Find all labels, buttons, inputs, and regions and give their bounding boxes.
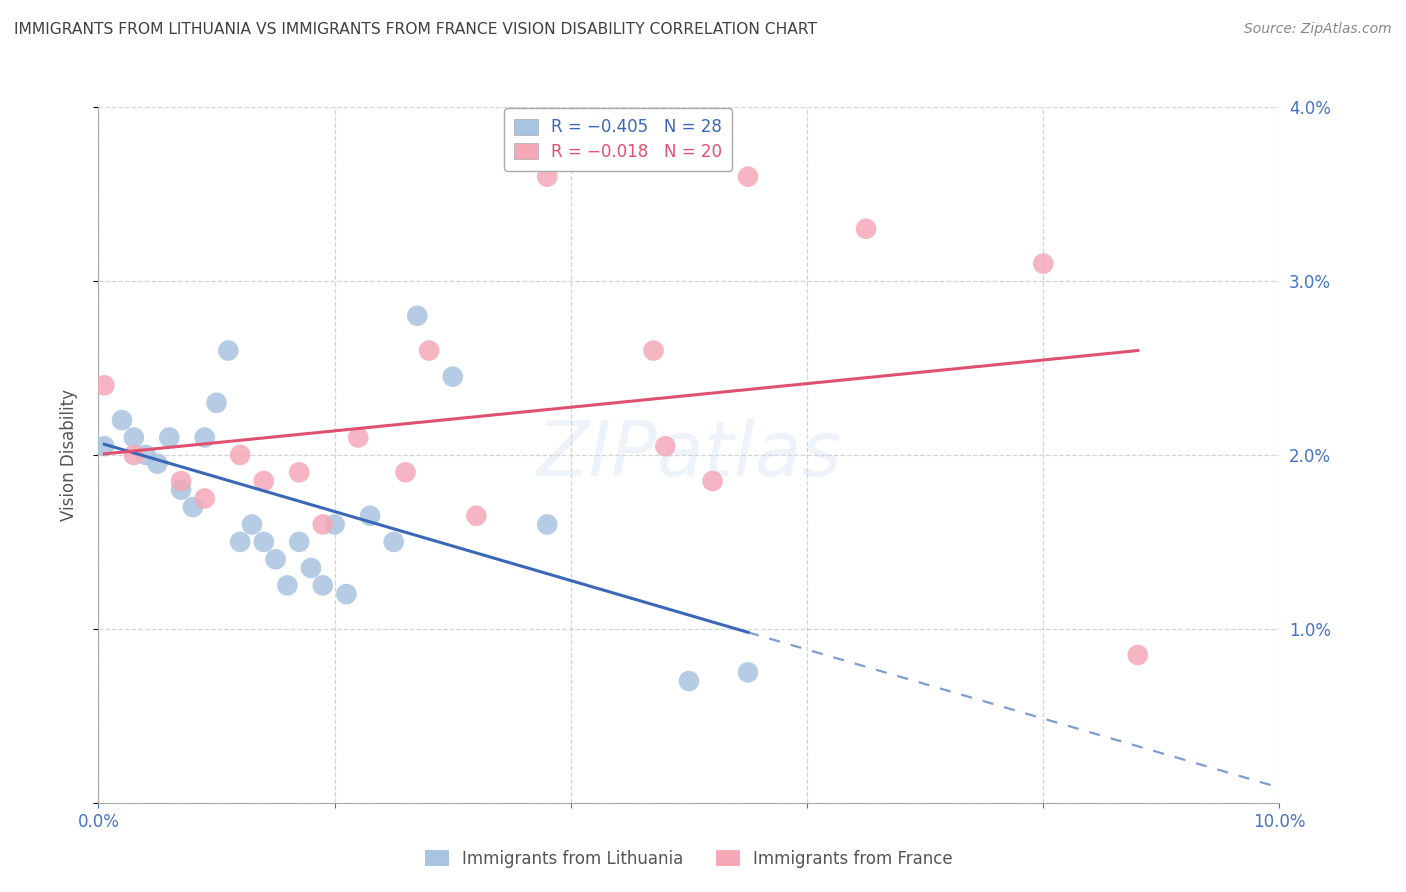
Point [536, 169, 558, 184]
Point [288, 535, 311, 549]
Point [1126, 648, 1149, 662]
Text: Source: ZipAtlas.com: Source: ZipAtlas.com [1244, 22, 1392, 37]
Point [170, 474, 193, 488]
Point [194, 431, 217, 445]
Point [678, 674, 700, 689]
Text: IMMIGRANTS FROM LITHUANIA VS IMMIGRANTS FROM FRANCE VISION DISABILITY CORRELATIO: IMMIGRANTS FROM LITHUANIA VS IMMIGRANTS … [14, 22, 817, 37]
Point [465, 508, 488, 523]
Point [654, 439, 676, 453]
Legend: Immigrants from Lithuania, Immigrants from France: Immigrants from Lithuania, Immigrants fr… [419, 843, 959, 874]
Point [229, 448, 252, 462]
Point [264, 552, 287, 566]
Point [323, 517, 346, 532]
Point [855, 221, 877, 235]
Point [394, 466, 416, 480]
Point [359, 508, 381, 523]
Point [111, 413, 134, 427]
Point [93, 378, 115, 392]
Point [299, 561, 322, 575]
Point [643, 343, 665, 358]
Point [418, 343, 440, 358]
Point [737, 169, 759, 184]
Point [406, 309, 429, 323]
Point [135, 448, 157, 462]
Point [1032, 257, 1054, 271]
Point [181, 500, 204, 514]
Point [122, 431, 145, 445]
Text: ZIPatlas: ZIPatlas [536, 418, 842, 491]
Point [122, 448, 145, 462]
Point [253, 535, 276, 549]
Point [217, 343, 239, 358]
Point [312, 517, 335, 532]
Point [240, 517, 263, 532]
Point [347, 431, 370, 445]
Point [335, 587, 357, 601]
Y-axis label: Vision Disability: Vision Disability [59, 389, 77, 521]
Point [536, 517, 558, 532]
Point [194, 491, 217, 506]
Point [288, 466, 311, 480]
Point [253, 474, 276, 488]
Point [312, 578, 335, 592]
Point [157, 431, 180, 445]
Point [205, 396, 228, 410]
Point [702, 474, 724, 488]
Point [737, 665, 759, 680]
Point [229, 535, 252, 549]
Point [93, 439, 115, 453]
Point [146, 457, 169, 471]
Point [170, 483, 193, 497]
Point [441, 369, 464, 384]
Point [276, 578, 298, 592]
Point [382, 535, 405, 549]
